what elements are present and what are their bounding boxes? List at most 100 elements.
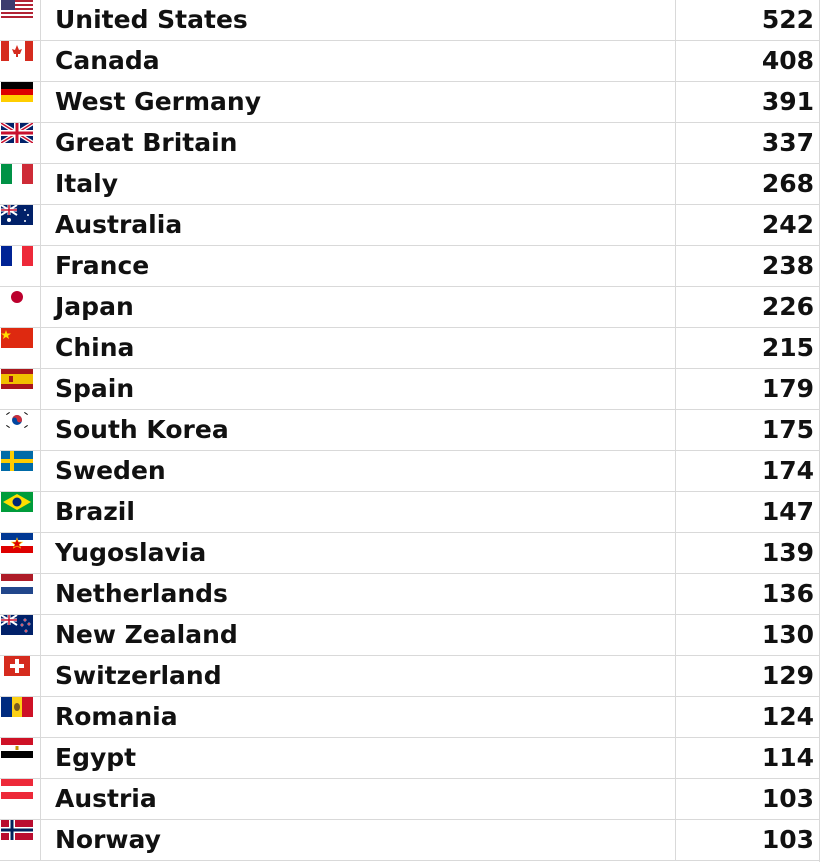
medal-count: 268	[761, 169, 814, 198]
flag-cell	[0, 533, 41, 574]
flag-cell	[0, 369, 41, 410]
country-name: China	[55, 333, 135, 362]
table-row: Japan 226	[0, 287, 820, 328]
country-name: New Zealand	[55, 620, 238, 649]
flag-cell	[0, 738, 41, 779]
table-row: Canada 408	[0, 41, 820, 82]
table-row: Netherlands 136	[0, 574, 820, 615]
table-row: Great Britain 337	[0, 123, 820, 164]
value-cell: 238	[675, 246, 820, 287]
medal-count: 124	[761, 702, 814, 731]
new-zealand-flag-icon	[1, 615, 33, 635]
table-row: France 238	[0, 246, 820, 287]
medal-count: 139	[761, 538, 814, 567]
table-row: China 215	[0, 328, 820, 369]
flag-cell	[0, 779, 41, 820]
country-name: United States	[55, 5, 248, 34]
country-name: Yugoslavia	[55, 538, 207, 567]
flag-cell	[0, 164, 41, 205]
germany-flag-icon	[1, 82, 33, 102]
table-row: Sweden 174	[0, 451, 820, 492]
spain-flag-icon	[1, 369, 33, 389]
country-name: Austria	[55, 784, 157, 813]
medal-count: 174	[761, 456, 814, 485]
medal-count: 175	[761, 415, 814, 444]
canada-flag-icon	[1, 41, 33, 61]
country-name: Romania	[55, 702, 178, 731]
egypt-flag-icon	[1, 738, 33, 758]
table-row: Italy 268	[0, 164, 820, 205]
table-row: United States 522	[0, 0, 820, 41]
japan-flag-icon	[1, 287, 33, 307]
flag-cell	[0, 246, 41, 287]
medal-count: 103	[761, 825, 814, 854]
medal-count: 522	[761, 5, 814, 34]
flag-cell	[0, 492, 41, 533]
china-flag-icon	[1, 328, 33, 348]
country-name: Spain	[55, 374, 135, 403]
country-name: Sweden	[55, 456, 166, 485]
us-flag-icon	[1, 0, 33, 20]
country-name: Brazil	[55, 497, 135, 526]
netherlands-flag-icon	[1, 574, 33, 594]
great-britain-flag-icon	[1, 123, 33, 143]
table-row: Spain 179	[0, 369, 820, 410]
value-cell: 103	[675, 820, 820, 861]
value-cell: 268	[675, 164, 820, 205]
country-name: Switzerland	[55, 661, 222, 690]
country-name: Canada	[55, 46, 160, 75]
country-name: Norway	[55, 825, 161, 854]
medal-count: 147	[761, 497, 814, 526]
value-cell: 139	[675, 533, 820, 574]
table-row: Australia 242	[0, 205, 820, 246]
norway-flag-icon	[1, 820, 33, 840]
value-cell: 242	[675, 205, 820, 246]
country-name: Italy	[55, 169, 118, 198]
table-row: Romania 124	[0, 697, 820, 738]
medal-count: 242	[761, 210, 814, 239]
france-flag-icon	[1, 246, 33, 266]
flag-cell	[0, 656, 41, 697]
value-cell: 136	[675, 574, 820, 615]
value-cell: 175	[675, 410, 820, 451]
medal-count: 130	[761, 620, 814, 649]
value-cell: 103	[675, 779, 820, 820]
country-name: Netherlands	[55, 579, 228, 608]
flag-cell	[0, 451, 41, 492]
value-cell: 337	[675, 123, 820, 164]
country-name: France	[55, 251, 150, 280]
flag-cell	[0, 615, 41, 656]
value-cell: 215	[675, 328, 820, 369]
table-row: Switzerland 129	[0, 656, 820, 697]
flag-cell	[0, 123, 41, 164]
medal-count: 179	[761, 374, 814, 403]
flag-cell	[0, 410, 41, 451]
flag-cell	[0, 82, 41, 123]
sweden-flag-icon	[1, 451, 33, 471]
flag-cell	[0, 697, 41, 738]
flag-cell	[0, 0, 41, 41]
country-name: West Germany	[55, 87, 261, 116]
value-cell: 124	[675, 697, 820, 738]
table-row: West Germany 391	[0, 82, 820, 123]
medal-count: 136	[761, 579, 814, 608]
country-name: South Korea	[55, 415, 229, 444]
australia-flag-icon	[1, 205, 33, 225]
value-cell: 174	[675, 451, 820, 492]
table-row: New Zealand 130	[0, 615, 820, 656]
medal-count: 129	[761, 661, 814, 690]
table-row: Egypt 114	[0, 738, 820, 779]
brazil-flag-icon	[1, 492, 33, 512]
value-cell: 114	[675, 738, 820, 779]
table-row: Yugoslavia 139	[0, 533, 820, 574]
country-name: Great Britain	[55, 128, 238, 157]
table-row: Austria 103	[0, 779, 820, 820]
value-cell: 130	[675, 615, 820, 656]
romania-flag-icon	[1, 697, 33, 717]
flag-cell	[0, 287, 41, 328]
value-cell: 129	[675, 656, 820, 697]
switzerland-flag-icon	[4, 656, 30, 676]
flag-cell	[0, 205, 41, 246]
table-row: South Korea 175	[0, 410, 820, 451]
